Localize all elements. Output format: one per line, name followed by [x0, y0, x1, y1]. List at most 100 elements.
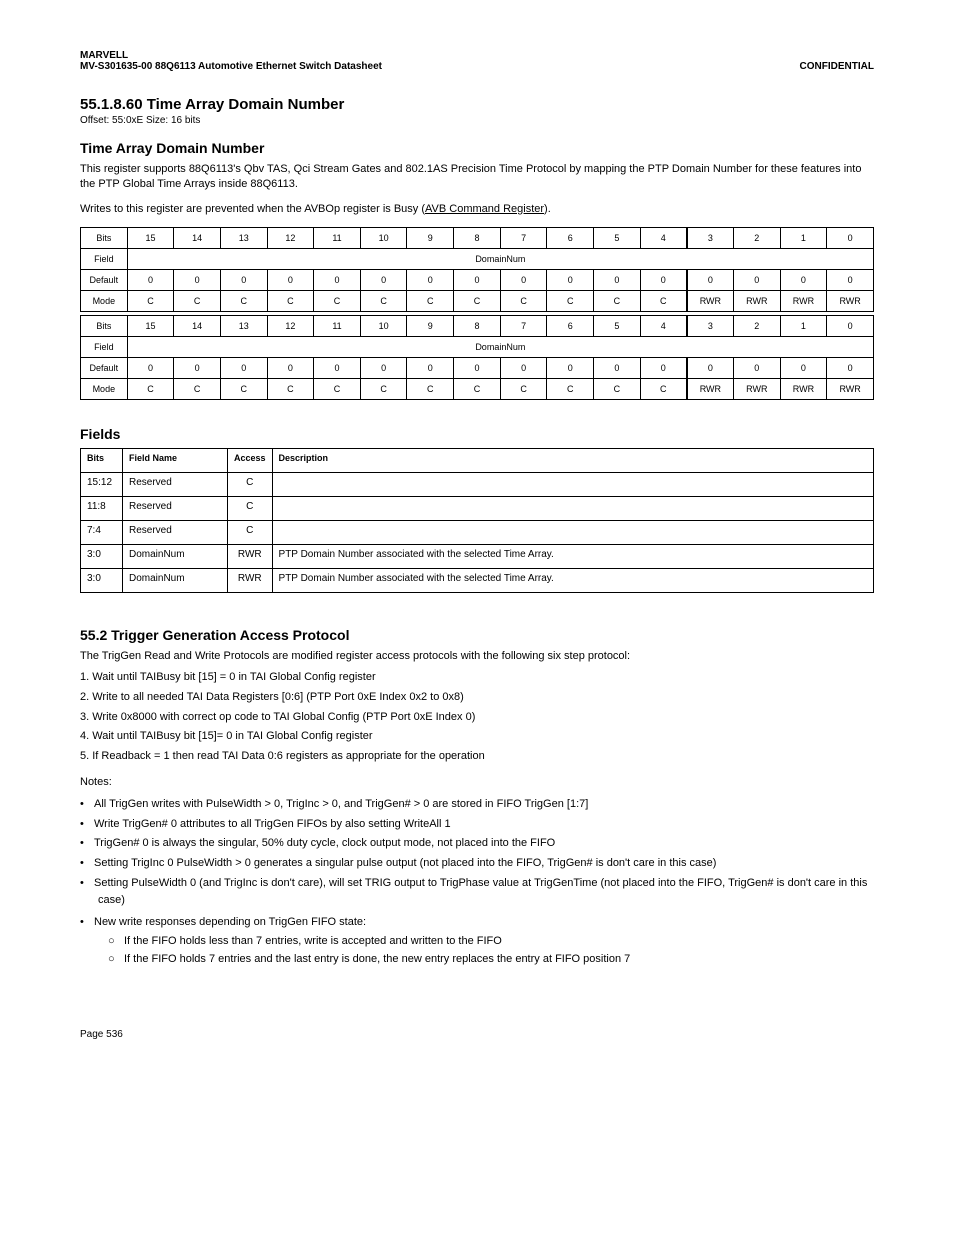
protocol-note: •Write TrigGen# 0 attributes to all Trig… — [80, 816, 874, 834]
cell: Bits — [81, 315, 128, 336]
cell: C — [547, 378, 594, 399]
cell: 15 — [127, 227, 174, 248]
cell: PTP Domain Number associated with the se… — [272, 568, 873, 592]
bit-row-default-2: Default 0 0 0 0 0 0 0 0 0 0 0 0 0 0 0 0 — [81, 357, 874, 378]
protocol-step: 2. Write to all needed TAI Data Register… — [80, 689, 874, 707]
bit-row-field-2: Field DomainNum — [81, 336, 874, 357]
note-text: TrigGen# 0 is always the singular, 50% d… — [94, 837, 555, 849]
cell: 0 — [220, 357, 267, 378]
cell: 10 — [360, 227, 407, 248]
section-title: Time Array Domain Number — [80, 140, 874, 156]
subnote-text: If the FIFO holds 7 entries and the last… — [124, 953, 630, 965]
avb-command-link[interactable]: AVB Command Register — [425, 203, 544, 215]
cell: C — [220, 290, 267, 311]
cell: C — [267, 378, 314, 399]
bit-row-mode-1: Mode C C C C C C C C C C C C RWR RWR RWR… — [81, 290, 874, 311]
cell: 0 — [267, 269, 314, 290]
protocol-note: •TrigGen# 0 is always the singular, 50% … — [80, 835, 874, 853]
cell: RWR — [733, 290, 780, 311]
cell: 0 — [407, 357, 454, 378]
fields-table: Bits Field Name Access Description 15:12… — [80, 448, 874, 593]
cell: 0 — [640, 357, 687, 378]
cell: 12 — [267, 315, 314, 336]
cell: 0 — [454, 269, 501, 290]
fields-row: 7:4 Reserved C — [81, 520, 874, 544]
cell: C — [500, 290, 547, 311]
cell: 0 — [127, 357, 174, 378]
cell: Reserved — [123, 472, 228, 496]
cell: C — [640, 290, 687, 311]
protocol-note: •All TrigGen writes with PulseWidth > 0,… — [80, 796, 874, 814]
cell: Field Name — [123, 448, 228, 472]
bit-row-field-1: Field DomainNum — [81, 248, 874, 269]
protocol-intro: The TrigGen Read and Write Protocols are… — [80, 649, 874, 664]
protocol-note: •Setting PulseWidth 0 (and TrigInc is do… — [80, 875, 874, 910]
cell: RWR — [228, 544, 273, 568]
cell: Reserved — [123, 520, 228, 544]
notes-intro: Notes: — [80, 775, 874, 790]
fields-row: 3:0 DomainNum RWR PTP Domain Number asso… — [81, 568, 874, 592]
bit-row-header-1: Bits 15 14 13 12 11 10 9 8 7 6 5 4 3 2 1… — [81, 227, 874, 248]
doc-title: MV-S301635-00 88Q6113 Automotive Etherne… — [80, 61, 382, 72]
cell: 0 — [640, 269, 687, 290]
cell: Access — [228, 448, 273, 472]
cell: Bits — [81, 227, 128, 248]
cell: C — [174, 290, 221, 311]
fields-row: 3:0 DomainNum RWR PTP Domain Number asso… — [81, 544, 874, 568]
cell: C — [127, 378, 174, 399]
protocol-step: 4. Wait until TAIBusy bit [15]= 0 in TAI… — [80, 728, 874, 746]
cell: 0 — [827, 315, 874, 336]
cell-merged: DomainNum — [127, 336, 873, 357]
cell: RWR — [687, 290, 734, 311]
cell: 10 — [360, 315, 407, 336]
note-text: Setting TrigInc 0 PulseWidth > 0 generat… — [94, 857, 716, 869]
note-text: Setting PulseWidth 0 (and TrigInc is don… — [94, 877, 867, 907]
cell: C — [127, 290, 174, 311]
cell: C — [594, 378, 641, 399]
cell: 6 — [547, 315, 594, 336]
fields-row: 11:8 Reserved C — [81, 496, 874, 520]
subnotes-intro-text: New write responses depending on TrigGen… — [94, 916, 366, 928]
bit-row-default-1: Default 0 0 0 0 0 0 0 0 0 0 0 0 0 0 0 0 — [81, 269, 874, 290]
cell: 0 — [127, 269, 174, 290]
cell: 0 — [220, 269, 267, 290]
cell: C — [640, 378, 687, 399]
cell: 14 — [174, 315, 221, 336]
cell: C — [407, 378, 454, 399]
subnotes-intro: •New write responses depending on TrigGe… — [80, 914, 874, 932]
cell: C — [314, 378, 361, 399]
cell: C — [500, 378, 547, 399]
cell — [272, 496, 873, 520]
cell: RWR — [228, 568, 273, 592]
cell: 11:8 — [81, 496, 123, 520]
cell: 0 — [407, 269, 454, 290]
cell: 8 — [454, 227, 501, 248]
cell: C — [454, 290, 501, 311]
cell: 13 — [220, 227, 267, 248]
cell: Reserved — [123, 496, 228, 520]
cell: Mode — [81, 290, 128, 311]
cell-merged: DomainNum — [127, 248, 873, 269]
cell: C — [360, 290, 407, 311]
cell: RWR — [780, 378, 827, 399]
cell: DomainNum — [123, 544, 228, 568]
protocol-subnote: ○If the FIFO holds 7 entries and the las… — [80, 951, 874, 969]
protocol-note: •Setting TrigInc 0 PulseWidth > 0 genera… — [80, 855, 874, 873]
cell: 0 — [733, 269, 780, 290]
cell: C — [360, 378, 407, 399]
cell: RWR — [780, 290, 827, 311]
cell: 13 — [220, 315, 267, 336]
cell: 0 — [594, 357, 641, 378]
fields-header-row: Bits Field Name Access Description — [81, 448, 874, 472]
cell: 0 — [687, 269, 734, 290]
note-text: Write TrigGen# 0 attributes to all TrigG… — [94, 818, 451, 830]
cell: C — [220, 378, 267, 399]
cell: 3 — [687, 315, 734, 336]
cell: 11 — [314, 315, 361, 336]
cell: 5 — [594, 227, 641, 248]
cell: 0 — [827, 357, 874, 378]
cell: 0 — [267, 357, 314, 378]
cell: Bits — [81, 448, 123, 472]
cell: 1 — [780, 315, 827, 336]
cell: 15:12 — [81, 472, 123, 496]
